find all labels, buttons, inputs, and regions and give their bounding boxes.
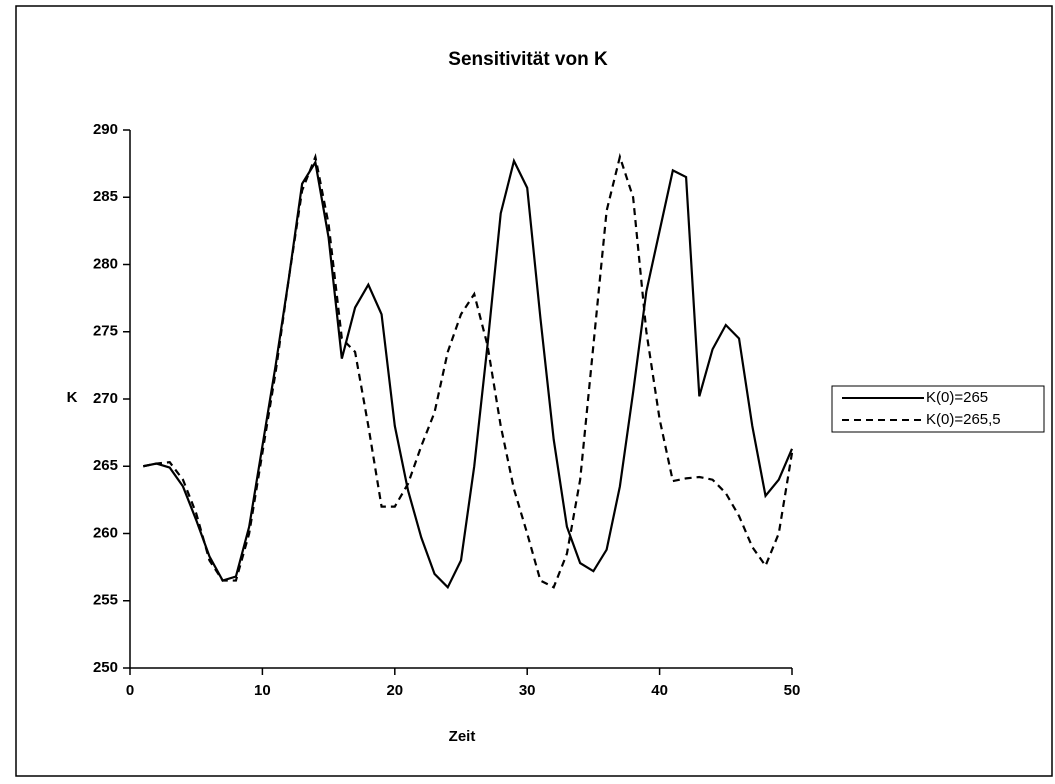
y-tick-label: 260 bbox=[93, 524, 118, 541]
y-tick-label: 290 bbox=[93, 121, 118, 138]
legend-label: K(0)=265,5 bbox=[926, 411, 1001, 428]
x-tick-label: 30 bbox=[519, 682, 536, 699]
y-tick-label: 280 bbox=[93, 255, 118, 272]
y-tick-label: 255 bbox=[93, 592, 118, 609]
legend-box bbox=[831, 385, 1045, 433]
chart-title: Sensitivität von K bbox=[448, 49, 608, 70]
legend-label: K(0)=265 bbox=[926, 389, 988, 406]
x-tick-label: 40 bbox=[651, 682, 668, 699]
y-tick-label: 270 bbox=[93, 390, 118, 407]
series-line bbox=[143, 152, 794, 589]
x-tick-label: 0 bbox=[126, 682, 134, 699]
x-axis-label: Zeit bbox=[449, 728, 476, 745]
y-tick-label: 275 bbox=[93, 323, 118, 340]
y-tick-label: 265 bbox=[93, 457, 118, 474]
y-axis-label: K bbox=[67, 389, 78, 406]
y-tick-label: 250 bbox=[93, 659, 118, 676]
x-tick-label: 50 bbox=[784, 682, 801, 699]
x-tick-label: 10 bbox=[254, 682, 271, 699]
x-tick-label: 20 bbox=[386, 682, 403, 699]
y-tick-label: 285 bbox=[93, 188, 118, 205]
